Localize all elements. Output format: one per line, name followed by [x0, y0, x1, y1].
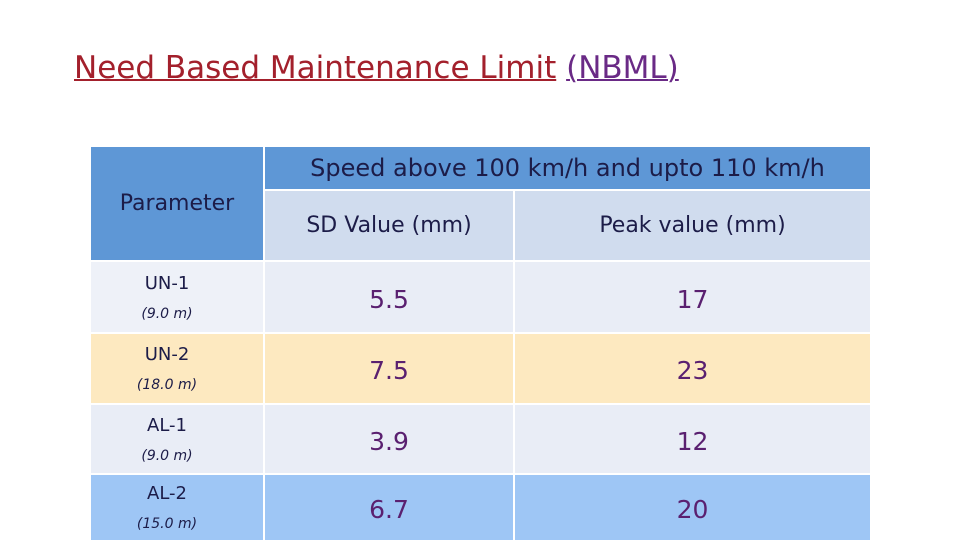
row-length: (18.0 m): [136, 377, 198, 393]
group-header: Speed above 100 km/h and upto 110 km/h: [265, 147, 870, 189]
row-name: AL-1: [147, 414, 187, 436]
row-label: AL-2 (15.0 m): [91, 475, 263, 540]
row-label: AL-1 (9.0 m): [91, 405, 263, 473]
parameter-header: Parameter: [91, 147, 263, 260]
peak-value: 17: [515, 262, 870, 332]
row-label: UN-2 (18.0 m): [91, 334, 263, 403]
row-label: UN-1 (9.0 m): [91, 262, 263, 332]
row-length: (9.0 m): [141, 447, 193, 464]
sd-value: 3.9: [265, 405, 513, 473]
sd-value: 7.5: [265, 334, 513, 403]
peak-value: 12: [515, 405, 870, 473]
row-name: UN-1: [144, 272, 190, 294]
sd-value: 5.5: [265, 262, 513, 332]
row-length: (15.0 m): [136, 516, 198, 532]
sd-value: 6.7: [265, 475, 513, 540]
column-header: SD Value (mm): [265, 191, 513, 260]
title: Need Based Maintenance Limit (NBML): [74, 50, 679, 86]
peak-value: 20: [515, 475, 870, 540]
row-length: (9.0 m): [141, 305, 193, 322]
column-header: Peak value (mm): [515, 191, 870, 260]
title-text: Need Based Maintenance Limit: [74, 50, 557, 86]
row-name: UN-2: [144, 344, 190, 365]
title-abbr: (NBML): [566, 50, 679, 86]
peak-value: 23: [515, 334, 870, 403]
row-name: AL-2: [147, 483, 187, 504]
